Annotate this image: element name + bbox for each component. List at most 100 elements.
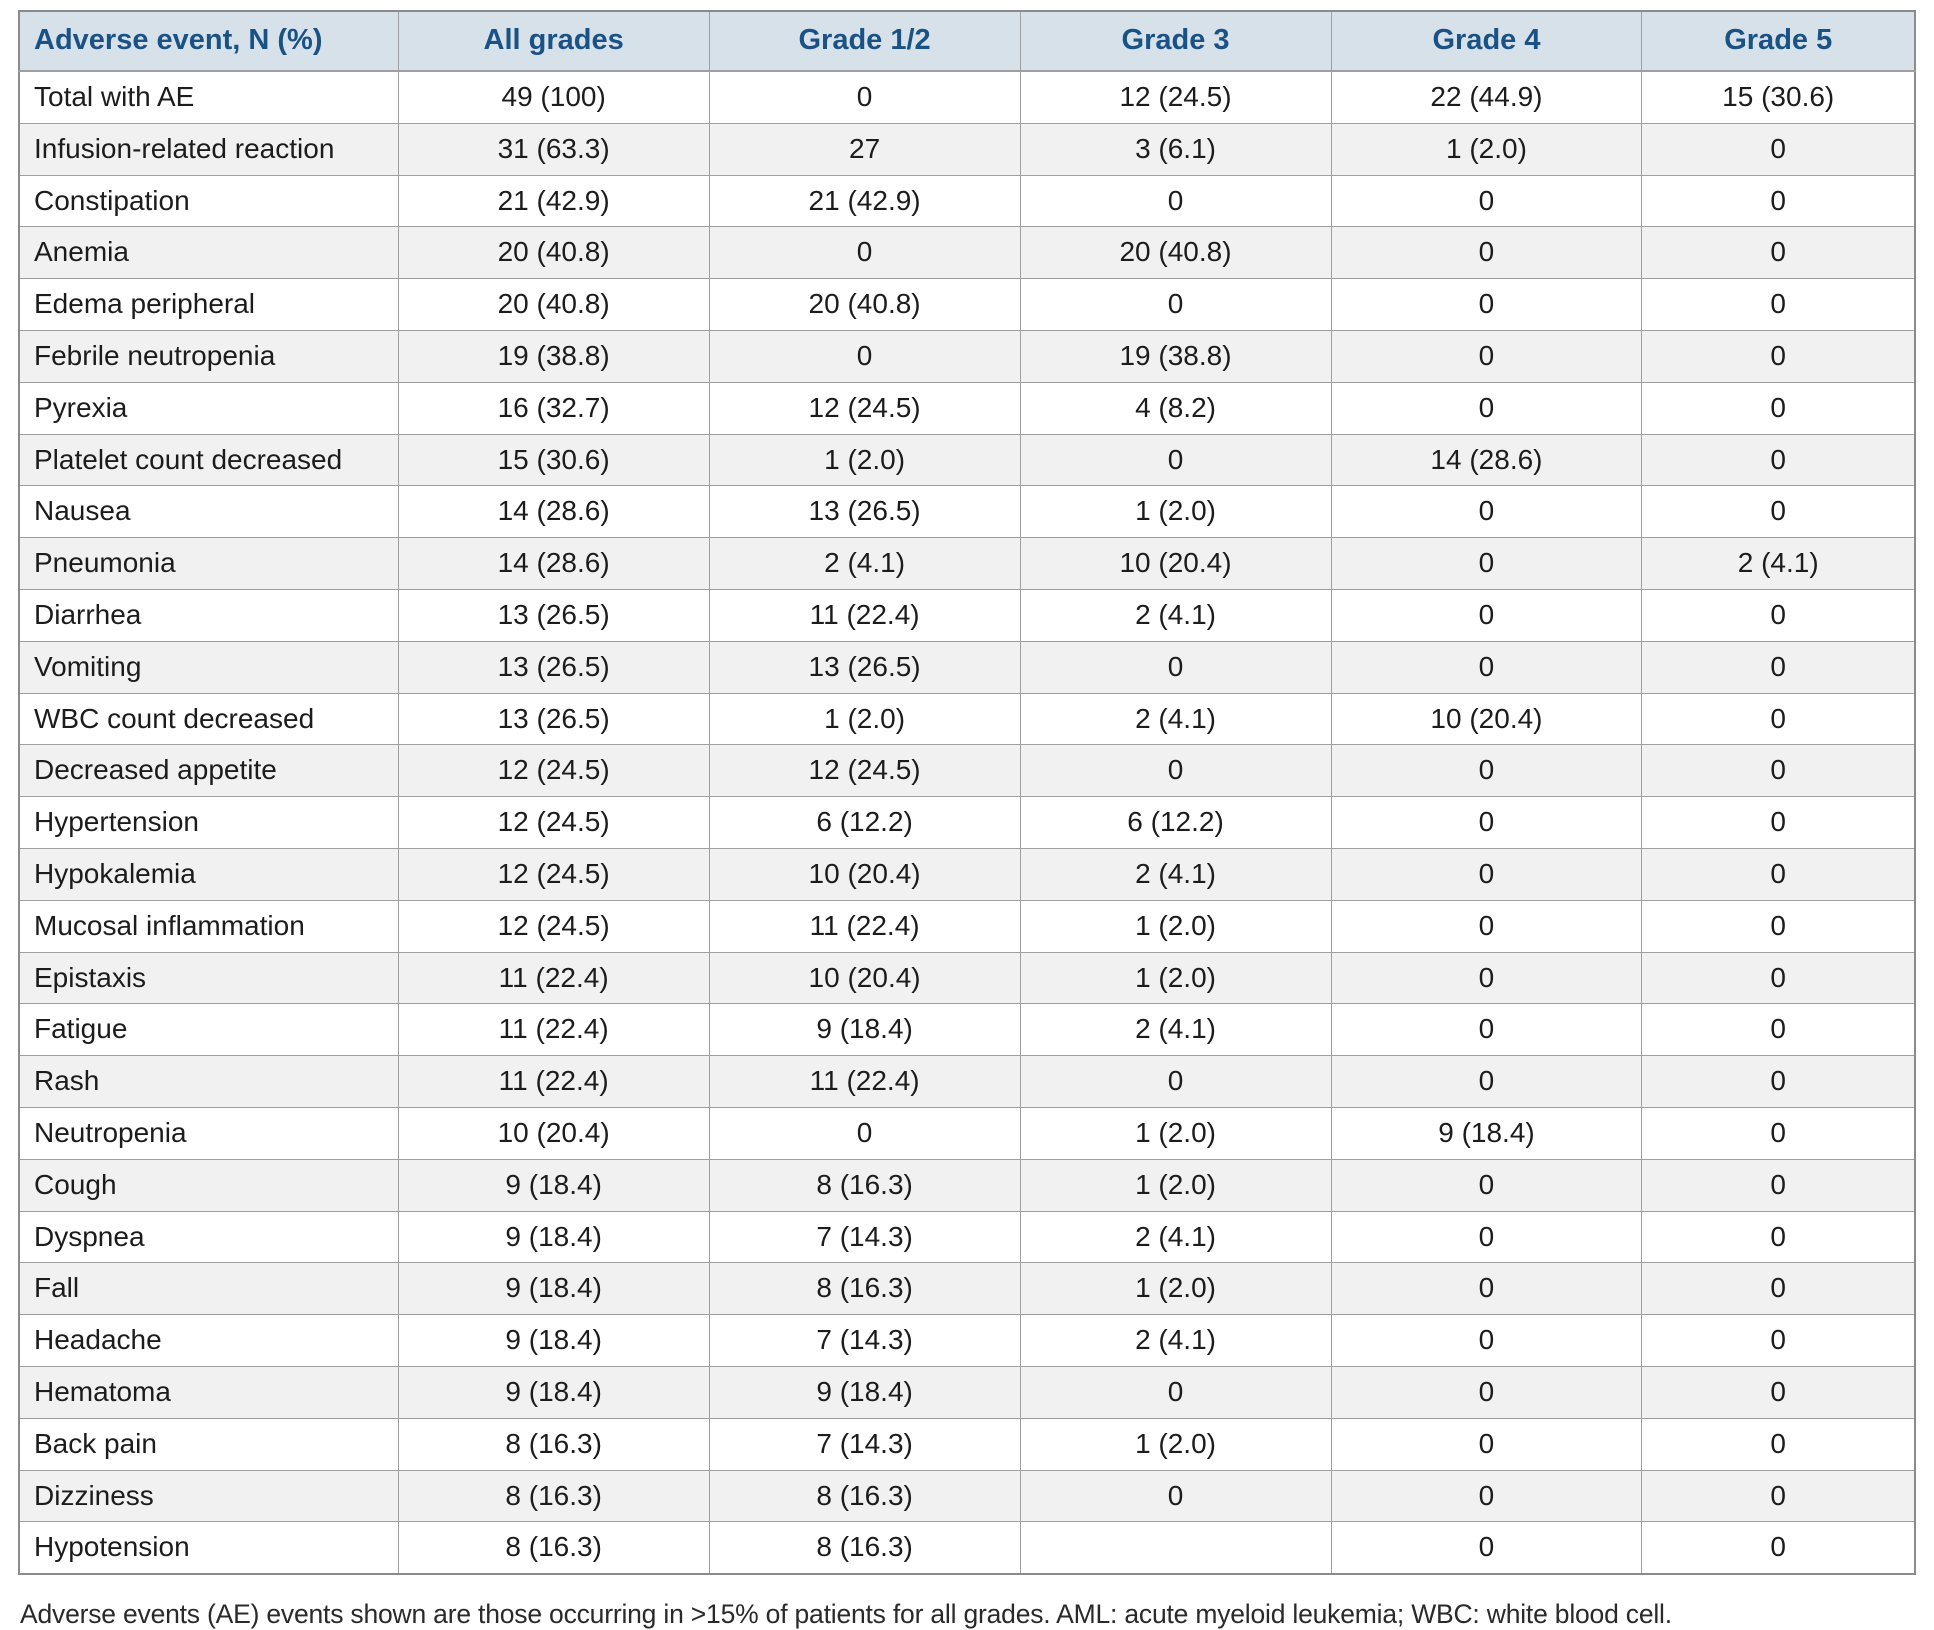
table-row: Mucosal inflammation 12 (24.5) 11 (22.4) 1 … [18, 899, 1916, 953]
table-row: Back pain 8 (16.3) 7 (14.3) 1 (2.0) 0 0 [18, 1417, 1916, 1471]
value-cell: 11 (22.4) [397, 1003, 710, 1057]
value-cell: 0 [1641, 329, 1916, 383]
table-row: Vomiting 13 (26.5) 13 (26.5) 0 0 0 [18, 640, 1916, 694]
value-cell: 0 [1641, 951, 1916, 1005]
column-header-grade-5: Grade 5 [1641, 10, 1916, 72]
column-header-grade-3: Grade 3 [1019, 10, 1332, 72]
table-row: Pyrexia 16 (32.7) 12 (24.5) 4 (8.2) 0 0 [18, 381, 1916, 435]
value-cell: 49 (100) [397, 70, 710, 124]
adverse-event-cell: Vomiting [18, 640, 399, 694]
value-cell: 27 [708, 122, 1021, 176]
adverse-event-cell: Platelet count decreased [18, 433, 399, 487]
value-cell: 9 (18.4) [708, 1003, 1021, 1057]
adverse-event-cell: Cough [18, 1158, 399, 1212]
value-cell: 0 [1641, 122, 1916, 176]
value-cell: 8 (16.3) [708, 1158, 1021, 1212]
value-cell: 3 (6.1) [1019, 122, 1332, 176]
adverse-event-cell: Fatigue [18, 1003, 399, 1057]
value-cell: 9 (18.4) [397, 1262, 710, 1316]
value-cell: 9 (18.4) [397, 1158, 710, 1212]
value-cell: 21 (42.9) [397, 174, 710, 228]
value-cell: 0 [1641, 899, 1916, 953]
value-cell: 10 (20.4) [397, 1106, 710, 1160]
value-cell: 11 (22.4) [708, 899, 1021, 953]
footnote: Adverse events (AE) events shown are tho… [20, 1599, 1672, 1630]
value-cell: 8 (16.3) [708, 1262, 1021, 1316]
value-cell: 0 [1330, 744, 1643, 798]
table-row: WBC count decreased 13 (26.5) 1 (2.0) 2 (4.… [18, 692, 1916, 746]
table-row: Hypertension 12 (24.5) 6 (12.2) 6 (12.2) 0 0 [18, 796, 1916, 849]
value-cell: 2 (4.1) [708, 537, 1021, 590]
value-cell: 2 (4.1) [1019, 1314, 1332, 1367]
table-row: Decreased appetite 12 (24.5) 12 (24.5) 0 0 0 [18, 744, 1916, 798]
value-cell: 0 [1641, 1210, 1916, 1264]
table-row: Cough 9 (18.4) 8 (16.3) 1 (2.0) 0 0 [18, 1158, 1916, 1212]
column-header-grade-1-2: Grade 1/2 [708, 10, 1021, 72]
adverse-event-cell: Nausea [18, 485, 399, 539]
value-cell: 0 [1641, 796, 1916, 849]
value-cell: 6 (12.2) [708, 796, 1021, 849]
adverse-event-cell: WBC count decreased [18, 692, 399, 746]
value-cell: 0 [1019, 433, 1332, 487]
value-cell: 0 [1330, 1314, 1643, 1367]
value-cell: 2 (4.1) [1019, 847, 1332, 901]
value-cell: 1 (2.0) [708, 433, 1021, 487]
adverse-event-cell: Febrile neutropenia [18, 329, 399, 383]
value-cell: 20 (40.8) [708, 278, 1021, 331]
value-cell: 0 [1641, 381, 1916, 435]
table-row: Constipation 21 (42.9) 21 (42.9) 0 0 0 [18, 174, 1916, 228]
table-header: Adverse event, N (%) All grades Grade 1/… [18, 10, 1916, 72]
value-cell: 0 [1641, 1469, 1916, 1523]
value-cell: 8 (16.3) [397, 1417, 710, 1471]
table-row: Diarrhea 13 (26.5) 11 (22.4) 2 (4.1) 0 0 [18, 588, 1916, 642]
value-cell: 0 [1019, 1469, 1332, 1523]
value-cell: 0 [1019, 640, 1332, 694]
value-cell: 0 [1330, 1158, 1643, 1212]
adverse-events-table: Adverse event, N (%) All grades Grade 1/… [18, 10, 1916, 1576]
value-cell: 0 [708, 329, 1021, 383]
value-cell: 0 [1641, 692, 1916, 746]
table-row: Fatigue 11 (22.4) 9 (18.4) 2 (4.1) 0 0 [18, 1003, 1916, 1057]
adverse-event-cell: Pneumonia [18, 537, 399, 590]
value-cell: 2 (4.1) [1019, 1003, 1332, 1057]
value-cell: 7 (14.3) [708, 1417, 1021, 1471]
value-cell: 0 [708, 226, 1021, 280]
value-cell: 8 (16.3) [397, 1521, 710, 1575]
value-cell: 0 [1019, 1365, 1332, 1419]
value-cell: 15 (30.6) [1641, 70, 1916, 124]
value-cell: 0 [1641, 588, 1916, 642]
value-cell: 11 (22.4) [708, 588, 1021, 642]
table-row: Rash 11 (22.4) 11 (22.4) 0 0 0 [18, 1055, 1916, 1108]
adverse-event-cell: Pyrexia [18, 381, 399, 435]
value-cell: 12 (24.5) [1019, 70, 1332, 124]
value-cell: 12 (24.5) [397, 847, 710, 901]
value-cell: 0 [1330, 1210, 1643, 1264]
adverse-events-table-page: Adverse event, N (%) All grades Grade 1/… [18, 10, 1916, 1630]
value-cell: 1 (2.0) [1330, 122, 1643, 176]
value-cell: 11 (22.4) [397, 1055, 710, 1108]
value-cell: 8 (16.3) [708, 1521, 1021, 1575]
column-header-grade-4: Grade 4 [1330, 10, 1643, 72]
value-cell: 0 [1019, 174, 1332, 228]
value-cell: 21 (42.9) [708, 174, 1021, 228]
value-cell: 0 [1641, 744, 1916, 798]
table-row: Neutropenia 10 (20.4) 0 1 (2.0) 9 (18.4) 0 [18, 1106, 1916, 1160]
value-cell: 0 [1641, 1106, 1916, 1160]
value-cell: 0 [1330, 1521, 1643, 1575]
table-row: Dizziness 8 (16.3) 8 (16.3) 0 0 0 [18, 1469, 1916, 1523]
value-cell: 0 [1641, 640, 1916, 694]
value-cell: 9 (18.4) [708, 1365, 1021, 1419]
value-cell: 13 (26.5) [397, 692, 710, 746]
value-cell: 9 (18.4) [397, 1210, 710, 1264]
value-cell: 0 [1641, 847, 1916, 901]
value-cell: 0 [1330, 537, 1643, 590]
value-cell [1019, 1521, 1332, 1575]
value-cell: 22 (44.9) [1330, 70, 1643, 124]
value-cell: 12 (24.5) [708, 744, 1021, 798]
adverse-event-cell: Hypokalemia [18, 847, 399, 901]
table-body: Total with AE 49 (100) 0 12 (24.5) 22 (44.9)… [18, 70, 1916, 1575]
value-cell: 0 [1641, 1314, 1916, 1367]
value-cell: 0 [1330, 796, 1643, 849]
value-cell: 2 (4.1) [1019, 1210, 1332, 1264]
value-cell: 9 (18.4) [397, 1314, 710, 1367]
